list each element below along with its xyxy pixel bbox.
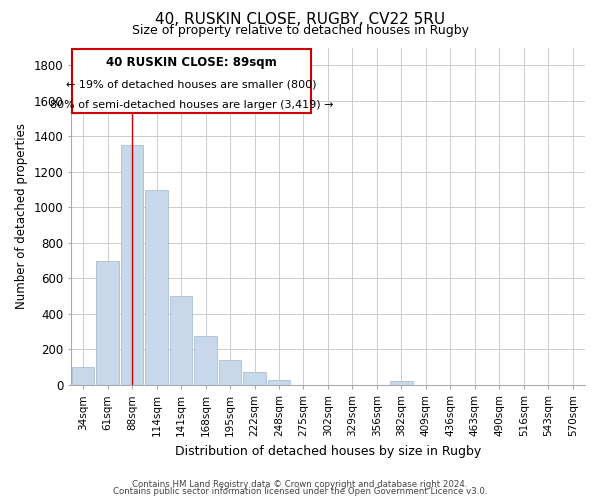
Bar <box>243 372 266 385</box>
Text: 40, RUSKIN CLOSE, RUGBY, CV22 5RU: 40, RUSKIN CLOSE, RUGBY, CV22 5RU <box>155 12 445 26</box>
Text: ← 19% of detached houses are smaller (800): ← 19% of detached houses are smaller (80… <box>66 79 317 89</box>
Bar <box>170 296 193 385</box>
FancyBboxPatch shape <box>72 50 311 113</box>
Text: 40 RUSKIN CLOSE: 89sqm: 40 RUSKIN CLOSE: 89sqm <box>106 56 277 70</box>
Bar <box>390 381 413 385</box>
Y-axis label: Number of detached properties: Number of detached properties <box>15 124 28 310</box>
Text: Contains public sector information licensed under the Open Government Licence v3: Contains public sector information licen… <box>113 487 487 496</box>
X-axis label: Distribution of detached houses by size in Rugby: Distribution of detached houses by size … <box>175 444 481 458</box>
Text: Contains HM Land Registry data © Crown copyright and database right 2024.: Contains HM Land Registry data © Crown c… <box>132 480 468 489</box>
Bar <box>97 260 119 385</box>
Text: 80% of semi-detached houses are larger (3,419) →: 80% of semi-detached houses are larger (… <box>50 100 333 110</box>
Bar <box>219 360 241 385</box>
Bar <box>268 380 290 385</box>
Text: Size of property relative to detached houses in Rugby: Size of property relative to detached ho… <box>131 24 469 37</box>
Bar <box>145 190 168 385</box>
Bar <box>121 145 143 385</box>
Bar <box>194 336 217 385</box>
Bar <box>72 367 94 385</box>
